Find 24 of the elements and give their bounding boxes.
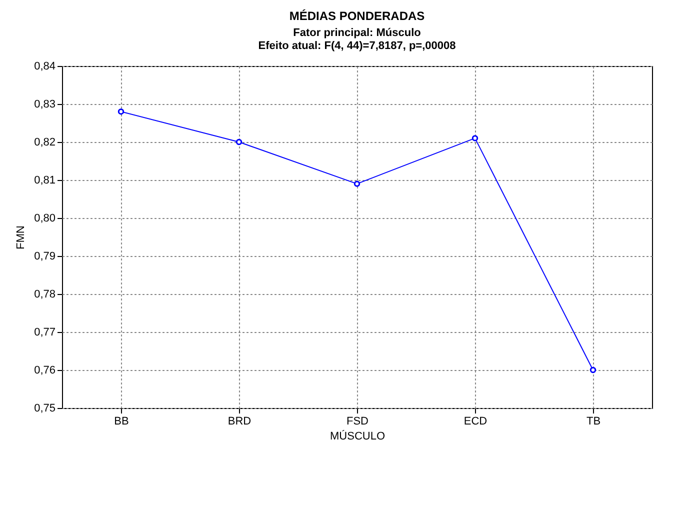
y-tick-label: 0,79 <box>34 250 56 262</box>
point <box>354 180 360 187</box>
y-tick-label: 0,80 <box>34 212 56 224</box>
y-tick-label: 0,78 <box>34 288 56 300</box>
x-tick-label: ECD <box>464 416 488 428</box>
y-tick-label: 0,81 <box>34 174 56 186</box>
x-tick-label: TB <box>586 416 601 428</box>
y-tick-label: 0,83 <box>34 98 56 110</box>
y-tick-label: 0,84 <box>34 60 56 72</box>
point <box>236 138 242 146</box>
y-tick-label: 0,76 <box>34 364 56 376</box>
x-tick-label: BRD <box>228 416 252 428</box>
point <box>118 108 124 115</box>
y-tick-label: 0,75 <box>34 402 56 414</box>
y-axis-title: FMN <box>15 226 28 250</box>
x-axis-title: MÚSCULO <box>330 430 386 442</box>
chart-title: MÉDIAS PONDERADAS <box>289 9 425 23</box>
x-tick-label: BB <box>114 416 129 428</box>
y-tick-label: 0,82 <box>34 136 56 148</box>
x-tick-label: FSD <box>346 416 369 428</box>
y-tick-label: 0,77 <box>34 326 56 338</box>
point <box>472 135 478 142</box>
point <box>590 366 596 374</box>
chart-subtitle: Fator principal: Músculo Efeito atual: F(4, 44)=7,8187, p=,00008 <box>258 27 456 52</box>
